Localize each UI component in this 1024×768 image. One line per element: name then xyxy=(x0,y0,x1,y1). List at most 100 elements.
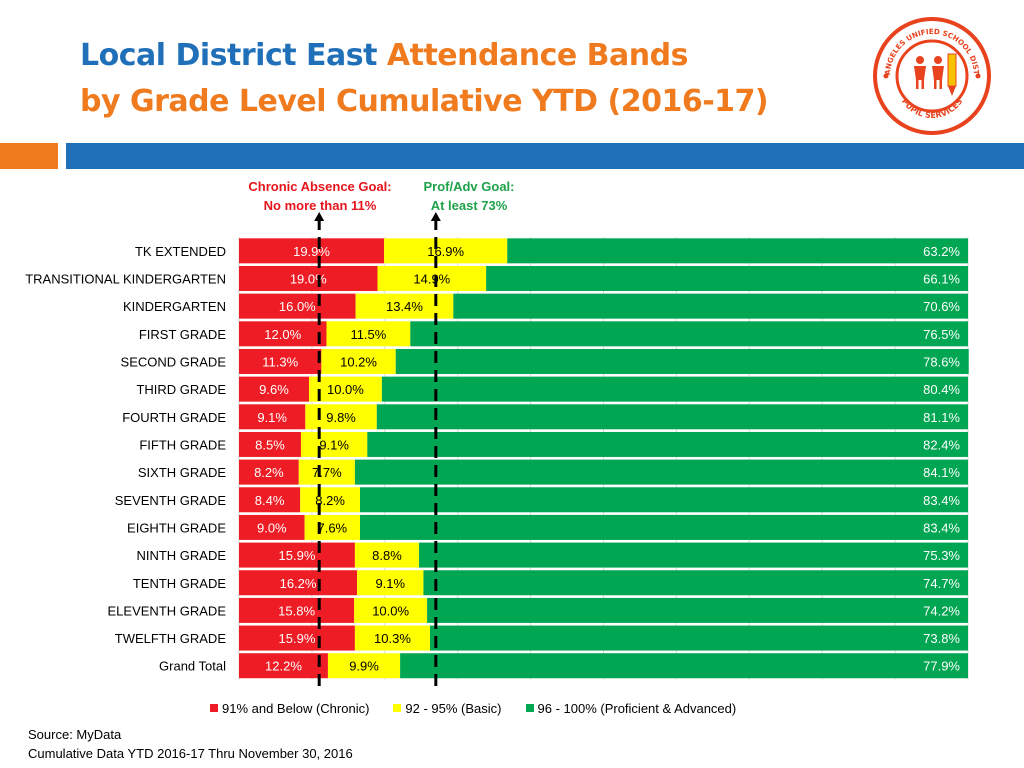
data-label: 11.3% xyxy=(262,354,298,369)
bar-segment xyxy=(239,487,301,513)
category-label: TRANSITIONAL KINDERGARTEN xyxy=(25,271,226,286)
data-label: 66.1% xyxy=(923,271,960,286)
bar-segment xyxy=(239,321,327,347)
bar-segment xyxy=(453,293,968,319)
bar-segment xyxy=(305,404,377,430)
bar-segment xyxy=(354,597,428,623)
bar-segment xyxy=(427,597,968,623)
cumulative-note-line: Cumulative Data YTD 2016-17 Thru Novembe… xyxy=(28,746,353,761)
header-accent-blue xyxy=(66,143,1024,169)
data-label: 9.1% xyxy=(375,576,405,591)
title-blue-part: Local District East xyxy=(80,38,377,73)
bar-segment xyxy=(423,570,968,596)
data-label: 76.5% xyxy=(923,327,960,342)
bar-segment xyxy=(376,404,968,430)
children-icon xyxy=(914,56,944,89)
chart-legend: 91% and Below (Chronic) 92 - 95% (Basic)… xyxy=(210,698,760,718)
data-label: 12.2% xyxy=(265,659,302,674)
legend-item-chronic: 91% and Below (Chronic) xyxy=(210,701,369,716)
data-label: 15.9% xyxy=(279,548,316,563)
bar-segment xyxy=(360,487,968,513)
header-accent-orange xyxy=(0,143,58,169)
data-label: 19.9% xyxy=(293,244,330,259)
bar-segment xyxy=(400,653,968,679)
data-label: 9.0% xyxy=(257,520,287,535)
category-label: TK EXTENDED xyxy=(135,244,226,259)
bar-segment xyxy=(395,348,969,374)
data-label: 9.6% xyxy=(259,382,289,397)
chronic-goal-line2: No more than 11% xyxy=(263,198,377,213)
legend-swatch-chronic xyxy=(210,704,218,712)
data-label: 74.7% xyxy=(923,576,960,591)
data-label: 11.5% xyxy=(350,327,386,342)
data-label: 12.0% xyxy=(264,327,301,342)
data-label: 19.0% xyxy=(290,271,327,286)
pencil-icon xyxy=(947,53,957,96)
bar-segment xyxy=(239,459,299,485)
data-label: 9.1% xyxy=(257,410,287,425)
category-label: KINDERGARTEN xyxy=(123,299,226,314)
category-label: NINTH GRADE xyxy=(136,548,226,563)
bar-segment xyxy=(327,653,401,679)
legend-swatch-proficient xyxy=(525,704,534,712)
legend-label-basic: 92 - 95% (Basic) xyxy=(405,700,502,716)
bar-segment xyxy=(354,542,420,568)
legend-label-proficient: 96 - 100% (Proficient & Advanced) xyxy=(537,700,737,716)
chronic-goal-line1: Chronic Absence Goal: xyxy=(248,179,392,194)
data-label: 15.8% xyxy=(278,603,315,618)
bar-segment xyxy=(239,404,306,430)
data-label: 8.5% xyxy=(255,437,285,452)
data-label: 83.4% xyxy=(923,493,960,508)
page-subtitle: by Grade Level Cumulative YTD (2016-17) xyxy=(80,84,769,119)
bar-segment xyxy=(357,570,424,596)
data-label: 10.0% xyxy=(327,382,364,397)
category-label: SIXTH GRADE xyxy=(138,465,226,480)
bar-segment xyxy=(239,238,385,264)
data-label: 8.2% xyxy=(315,493,345,508)
data-label: 14.9% xyxy=(413,271,450,286)
data-label: 7.7% xyxy=(312,465,342,480)
category-label: SEVENTH GRADE xyxy=(115,493,227,508)
bar-segment xyxy=(354,625,430,651)
category-label: THIRD GRADE xyxy=(136,382,226,397)
category-label: TWELFTH GRADE xyxy=(115,631,227,646)
data-label: 7.6% xyxy=(317,520,347,535)
data-label: 84.1% xyxy=(923,465,960,480)
data-label: 8.8% xyxy=(372,548,402,563)
bar-segment xyxy=(377,265,487,291)
bar-segment xyxy=(239,625,355,651)
data-label: 10.3% xyxy=(374,631,411,646)
title-orange-part: Attendance Bands xyxy=(386,38,689,73)
bar-segment xyxy=(304,514,361,540)
category-label: SECOND GRADE xyxy=(121,354,227,369)
data-label: 9.1% xyxy=(319,437,349,452)
data-label: 70.6% xyxy=(923,299,960,314)
page-title: Local District East Attendance Bands xyxy=(80,38,688,73)
bar-segment xyxy=(367,431,969,457)
bar-segment xyxy=(308,376,382,402)
category-label: FIFTH GRADE xyxy=(139,437,226,452)
category-label: Grand Total xyxy=(159,659,226,674)
goal-arrow-head xyxy=(314,212,325,221)
category-label: ELEVENTH GRADE xyxy=(108,603,227,618)
bar-segment xyxy=(354,459,968,485)
bar-segment xyxy=(429,625,968,651)
category-label: EIGHTH GRADE xyxy=(127,520,226,535)
category-label: TENTH GRADE xyxy=(133,576,227,591)
data-label: 83.4% xyxy=(923,520,960,535)
category-label: FIRST GRADE xyxy=(139,327,226,342)
legend-label-chronic: 91% and Below (Chronic) xyxy=(222,700,370,716)
data-label: 75.3% xyxy=(923,548,960,563)
goal-arrow-head xyxy=(430,212,441,221)
bar-segment xyxy=(486,265,968,291)
data-label: 77.9% xyxy=(923,659,960,674)
bar-segment xyxy=(300,487,361,513)
bar-segment xyxy=(239,431,301,457)
data-label: 73.8% xyxy=(923,631,960,646)
bar-segment xyxy=(419,542,968,568)
category-label: FOURTH GRADE xyxy=(122,410,226,425)
data-label: 15.9% xyxy=(279,631,316,646)
lausd-pupil-services-logo: LOS ANGELES UNIFIED SCHOOL DISTRICT PUPI… xyxy=(872,16,991,135)
source-note: Source: MyData Cumulative Data YTD 2016-… xyxy=(28,725,353,763)
